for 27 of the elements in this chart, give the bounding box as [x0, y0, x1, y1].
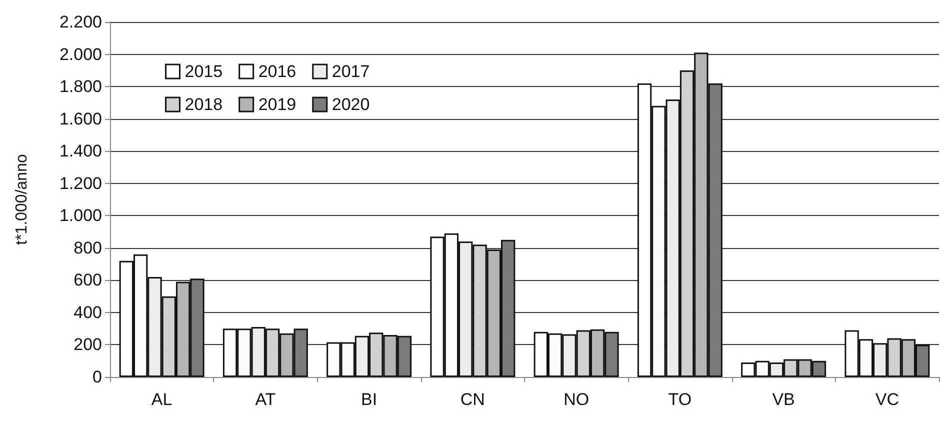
- x-tick-label: VB: [772, 390, 795, 409]
- y-tick-label: 1.200: [59, 174, 102, 193]
- x-tick-label: AL: [151, 390, 172, 409]
- y-tick-label: 1.800: [59, 77, 102, 96]
- legend-label: 2020: [332, 95, 370, 114]
- y-tick-label: 1.000: [59, 206, 102, 226]
- legend-label: 2016: [258, 62, 296, 81]
- y-tick-label: 600: [74, 270, 102, 290]
- y-tick-label: 200: [74, 335, 102, 354]
- x-tick-label: CN: [460, 390, 485, 409]
- x-tick-label: TO: [668, 390, 692, 409]
- y-tick-label: 1.400: [59, 142, 102, 161]
- legend-label: 2019: [258, 95, 296, 114]
- y-tick-label: 1.600: [59, 109, 102, 128]
- legend-label: 2017: [332, 62, 370, 81]
- y-tick-label: 800: [74, 238, 102, 258]
- x-tick-label: BI: [361, 390, 378, 409]
- x-tick-label: NO: [564, 390, 590, 409]
- y-tick-label: 0: [92, 368, 102, 386]
- legend-label: 2018: [184, 95, 223, 114]
- x-tick-label: VC: [875, 390, 899, 409]
- legend-label: 2015: [184, 62, 223, 81]
- y-tick-label: 2.200: [59, 12, 102, 32]
- x-tick-label: AT: [255, 390, 276, 409]
- y-tick-label: 2.000: [59, 44, 102, 64]
- y-axis-title: t*1.000/anno: [14, 154, 30, 245]
- y-tick-label: 400: [74, 302, 102, 322]
